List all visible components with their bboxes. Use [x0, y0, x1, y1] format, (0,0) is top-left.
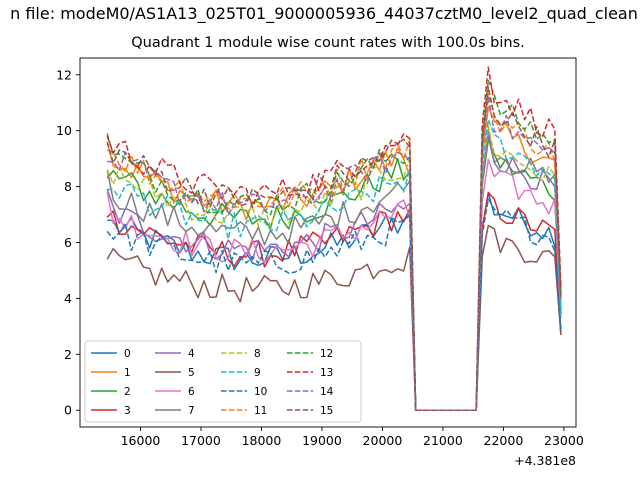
x-tick-label: 17000	[181, 433, 221, 448]
series-lines	[106, 66, 562, 411]
series-line-9	[107, 119, 562, 411]
series-line-7	[106, 129, 562, 411]
y-tick-label: 12	[56, 67, 72, 82]
legend-label-8: 8	[254, 348, 261, 360]
x-tick-label: 22000	[484, 433, 524, 448]
series-line-15	[106, 86, 562, 411]
legend-label-15: 15	[320, 405, 333, 417]
y-tick-label: 0	[64, 403, 72, 418]
y-tick-label: 8	[64, 179, 72, 194]
legend-label-12: 12	[320, 348, 333, 360]
series-line-12	[106, 79, 562, 411]
x-tick-label: 16000	[121, 433, 161, 448]
series-line-13	[106, 66, 562, 411]
series-line-5	[106, 224, 562, 411]
y-tick-label: 10	[56, 123, 72, 138]
legend-label-10: 10	[254, 386, 267, 398]
chart-title: Quadrant 1 module wise count rates with …	[131, 35, 525, 51]
x-offset-label: +4.381e8	[514, 453, 576, 468]
figure-suptitle: n file: modeM0/AS1A13_025T01_9000005936_…	[10, 4, 638, 23]
legend-label-2: 2	[124, 386, 131, 398]
legend-label-1: 1	[124, 367, 131, 379]
y-tick-label: 6	[64, 235, 72, 250]
legend-label-4: 4	[188, 348, 195, 360]
legend-label-6: 6	[188, 386, 195, 398]
legend-label-3: 3	[124, 405, 131, 417]
axes: 16000 17000 18000 19000 20000 21000 22000 23000…	[56, 57, 584, 468]
x-tick-label: 21000	[423, 433, 463, 448]
series-line-6	[106, 158, 562, 411]
x-tick-label: 19000	[302, 433, 342, 448]
x-tick-label: 23000	[544, 433, 584, 448]
legend-label-0: 0	[124, 348, 131, 360]
legend-box	[84, 340, 362, 423]
y-tick-label: 2	[64, 347, 72, 362]
series-line-14	[107, 96, 562, 411]
legend-label-11: 11	[254, 405, 267, 417]
y-tick-label: 4	[64, 291, 72, 306]
legend-label-7: 7	[188, 405, 195, 417]
x-tick-label: 20000	[363, 433, 403, 448]
legend-label-13: 13	[320, 367, 333, 379]
x-tick-label: 18000	[242, 433, 282, 448]
series-line-10	[106, 198, 562, 411]
legend-label-5: 5	[188, 367, 195, 379]
legend-label-14: 14	[320, 386, 334, 398]
legend-label-9: 9	[254, 367, 261, 379]
